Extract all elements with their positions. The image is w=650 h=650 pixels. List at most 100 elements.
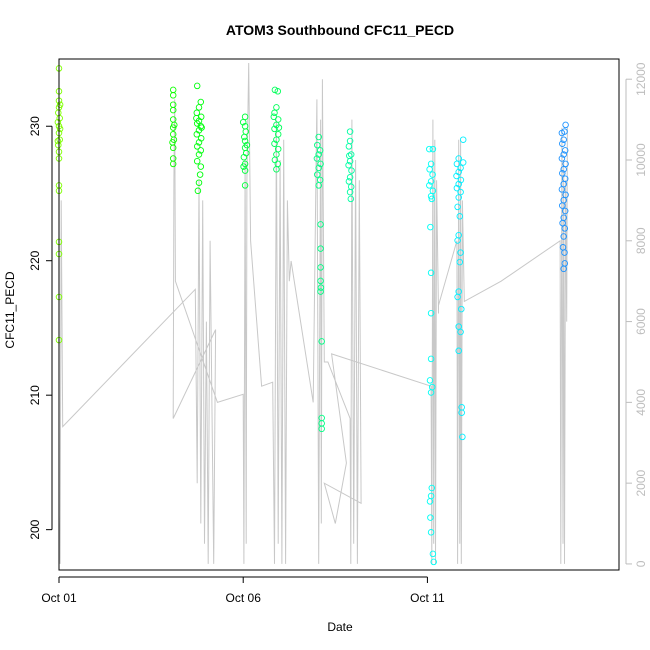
data-point — [561, 260, 569, 267]
data-point — [241, 113, 249, 121]
data-point — [198, 124, 205, 131]
data-point — [561, 128, 568, 135]
y-axis: 200 210 220 230 — [28, 116, 53, 540]
data-point — [193, 143, 201, 150]
x-tick-label: Oct 06 — [226, 591, 262, 605]
data-point — [241, 182, 249, 189]
data-point — [273, 166, 280, 173]
chart-title: ATOM3 Southbound CFC11_PECD — [226, 22, 454, 38]
data-point — [453, 184, 461, 192]
y2-tick-label: 4000 — [634, 389, 648, 416]
data-point — [317, 160, 324, 168]
data-point — [346, 188, 354, 196]
y2-tick-label: 0 — [634, 560, 648, 567]
y-axis-label: CFC11_PECD — [3, 271, 17, 348]
data-point — [317, 221, 324, 228]
x-tick-label: Oct 01 — [41, 591, 77, 605]
data-point — [454, 203, 461, 211]
data-point — [429, 171, 436, 178]
data-point — [426, 498, 434, 505]
y-tick-label: 230 — [28, 116, 42, 136]
data-point — [427, 269, 435, 277]
data-point — [56, 114, 63, 122]
data-point — [427, 309, 435, 317]
data-point — [559, 219, 566, 227]
data-point — [239, 118, 247, 126]
data-point — [318, 338, 325, 345]
data-point — [54, 118, 62, 126]
data-point — [429, 145, 437, 153]
data-point — [56, 101, 64, 108]
data-point — [427, 389, 435, 396]
data-point — [559, 140, 566, 147]
y2-tick-label: 12000 — [634, 62, 648, 96]
data-point — [561, 147, 569, 154]
data-point — [196, 171, 204, 178]
y-tick-label: 200 — [28, 519, 42, 539]
data-point — [428, 195, 436, 203]
data-point — [195, 139, 203, 146]
data-point — [428, 484, 436, 492]
data-point — [427, 192, 435, 200]
data-point — [318, 425, 325, 433]
data-point — [457, 249, 464, 256]
data-point — [561, 249, 568, 256]
y-tick-label: 220 — [28, 250, 42, 270]
data-point — [453, 172, 460, 180]
data-point — [197, 98, 205, 106]
y2-tick-label: 10000 — [634, 143, 648, 177]
data-point — [426, 377, 434, 384]
data-point — [459, 159, 467, 166]
data-point — [426, 166, 433, 173]
data-point — [345, 143, 353, 150]
x-axis: Oct 01 Oct 06 Oct 11 — [41, 576, 445, 605]
data-point — [317, 264, 324, 271]
altitude-series — [58, 62, 568, 564]
data-point — [459, 136, 467, 143]
data-point — [241, 133, 248, 141]
points-series — [54, 65, 569, 566]
data-point — [313, 155, 321, 162]
data-point — [560, 233, 567, 240]
data-point — [240, 153, 248, 161]
data-point — [559, 202, 566, 209]
data-point — [458, 305, 465, 313]
data-point — [317, 284, 325, 291]
data-point — [271, 125, 278, 133]
data-point — [347, 151, 355, 158]
data-point — [193, 157, 201, 165]
data-point — [455, 180, 462, 188]
data-point — [458, 409, 465, 416]
data-point — [347, 195, 355, 203]
data-point — [561, 207, 569, 215]
data-point — [457, 164, 464, 172]
data-point — [317, 288, 324, 295]
data-point — [54, 137, 62, 145]
data-point — [558, 186, 566, 193]
data-point — [346, 152, 353, 160]
y2-axis: 0 2000 4000 6000 8000 10000 12000 — [625, 62, 648, 567]
y-tick-label: 210 — [28, 385, 42, 405]
data-point — [457, 328, 464, 336]
data-point — [560, 136, 567, 143]
data-point — [56, 125, 64, 133]
data-point — [315, 182, 322, 189]
data-point — [56, 136, 63, 143]
data-point — [195, 104, 203, 111]
data-point — [561, 225, 569, 232]
y2-tick-label: 2000 — [634, 469, 648, 496]
data-point — [346, 128, 354, 135]
data-point — [197, 122, 205, 130]
data-point — [427, 529, 435, 536]
data-point — [315, 164, 322, 172]
data-point — [195, 179, 203, 186]
data-point — [195, 151, 203, 158]
data-point — [194, 187, 202, 195]
data-point — [430, 558, 437, 566]
data-point — [315, 151, 322, 158]
y2-tick-label: 6000 — [634, 308, 648, 335]
x-axis-label: Date — [327, 620, 353, 634]
data-point — [55, 109, 62, 117]
data-point — [315, 133, 322, 141]
data-point — [243, 141, 251, 149]
